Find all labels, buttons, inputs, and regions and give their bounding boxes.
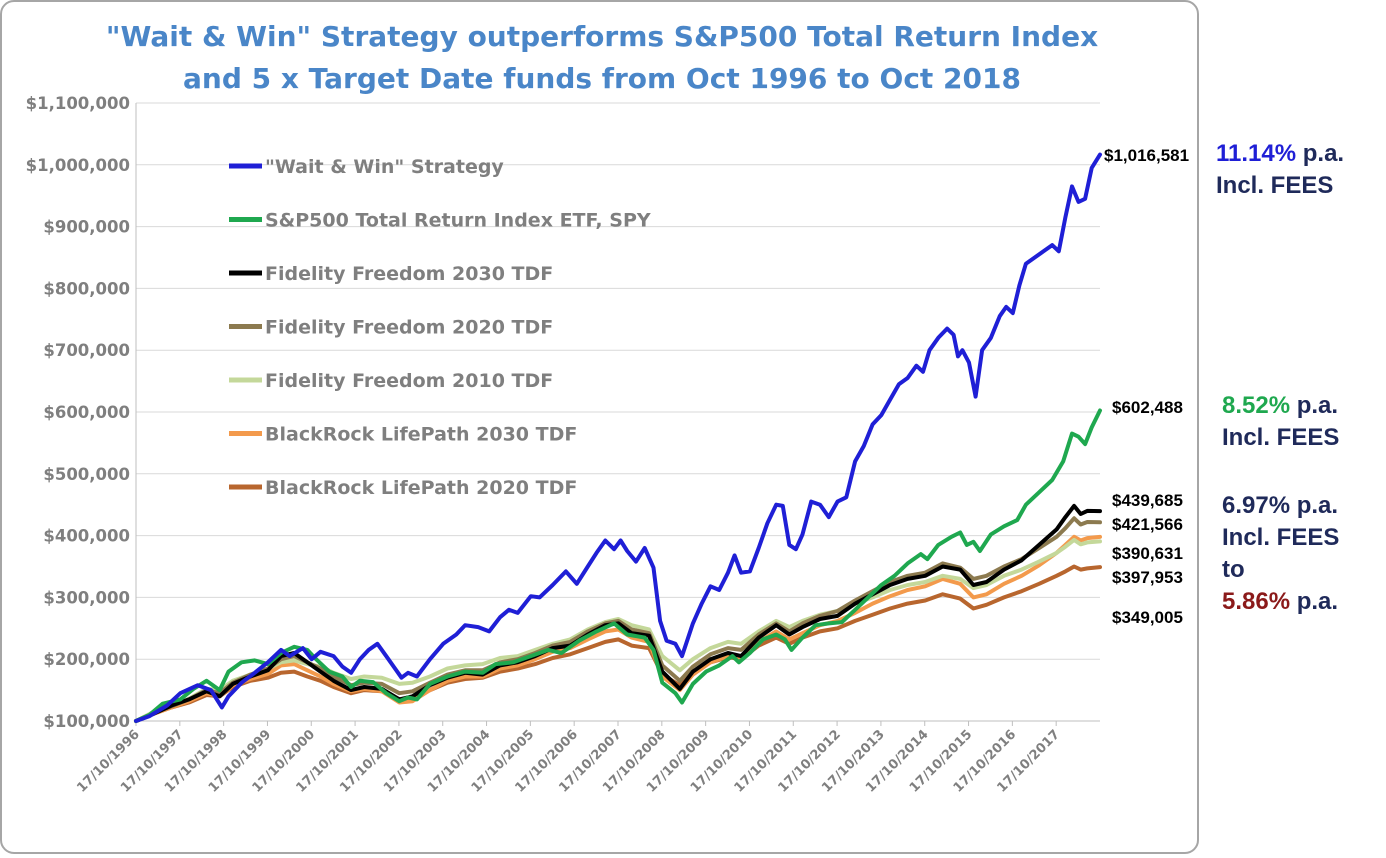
end-value-label: $349,005 <box>1112 608 1183 627</box>
legend: "Wait & Win" Strategy S&P500 Total Return… <box>229 156 651 499</box>
legend-label: Fidelity Freedom 2010 TDF <box>265 370 553 392</box>
green-rate-value: 8.52% <box>1222 392 1291 419</box>
chart-title-line-1: "Wait & Win" Strategy outperforms S&P500… <box>106 20 1098 53</box>
chart-frame <box>0 0 1199 854</box>
y-tick-label: $600,000 <box>43 403 130 422</box>
tdf-rate-high: 6.97% <box>1222 492 1291 519</box>
y-tick-label: $900,000 <box>43 218 130 237</box>
legend-label: BlackRock LifePath 2020 TDF <box>265 477 577 499</box>
y-tick-label: $1,100,000 <box>26 94 130 113</box>
series-line-4 <box>134 537 1102 723</box>
end-value-label: $1,016,581 <box>1104 146 1189 165</box>
end-value-label: $390,631 <box>1112 544 1183 563</box>
legend-label: Fidelity Freedom 2020 TDF <box>265 317 553 339</box>
end-value-label: $602,488 <box>1112 398 1183 417</box>
series-line-6 <box>134 564 1102 723</box>
y-tick-label: $200,000 <box>43 650 130 669</box>
green-rate-suffix: p.a. <box>1290 392 1339 419</box>
y-tick-label: $100,000 <box>43 712 130 731</box>
end-value-labels: $1,016,581 $602,488 $439,685 $421,566 $390,6… <box>1104 146 1189 627</box>
end-value-label: $439,685 <box>1112 491 1183 510</box>
series-line-3 <box>134 516 1102 723</box>
tdf-rate-fees: Incl. FEES <box>1222 524 1340 551</box>
blue-rate-note: 11.14% p.a. Incl. FEES <box>1216 138 1344 202</box>
tdf-rate-to: to <box>1222 556 1245 583</box>
green-rate-fees: Incl. FEES <box>1222 424 1340 451</box>
y-tick-label: $800,000 <box>43 279 130 298</box>
tdf-rate-low-suffix: p.a. <box>1290 588 1339 615</box>
tdf-rate-note: 6.97% p.a. Incl. FEES to 5.86% p.a. <box>1222 490 1339 618</box>
y-tick-label: $400,000 <box>43 527 130 546</box>
series-line-5 <box>134 534 1102 723</box>
blue-rate-value: 11.14% <box>1216 140 1297 167</box>
y-tick-label: $1,000,000 <box>26 156 130 175</box>
series-line-0 <box>134 152 1102 723</box>
y-axis: $100,000 $200,000 $300,000 $400,000 $500,000… <box>26 94 1100 731</box>
green-rate-note: 8.52% p.a. Incl. FEES <box>1222 390 1339 454</box>
chart-title: "Wait & Win" Strategy outperforms S&P500… <box>106 20 1098 95</box>
series-line-2 <box>134 503 1102 723</box>
series-line-1 <box>134 408 1102 723</box>
y-tick-label: $300,000 <box>43 588 130 607</box>
legend-label: S&P500 Total Return Index ETF, SPY <box>265 210 651 232</box>
tdf-rate-high-suffix: p.a. <box>1290 492 1339 519</box>
x-axis: 17/10/199617/10/199717/10/199817/10/1999… <box>74 721 1063 796</box>
blue-rate-fees: Incl. FEES <box>1216 172 1334 199</box>
legend-label: BlackRock LifePath 2030 TDF <box>265 424 577 446</box>
end-value-label: $421,566 <box>1112 515 1183 534</box>
tdf-rate-low: 5.86% <box>1222 588 1291 615</box>
end-value-label: $397,953 <box>1112 568 1183 587</box>
legend-label: Fidelity Freedom 2030 TDF <box>265 263 553 285</box>
chart-title-line-2: and 5 x Target Date funds from Oct 1996 … <box>183 62 1021 95</box>
y-tick-label: $500,000 <box>43 465 130 484</box>
y-tick-label: $700,000 <box>43 341 130 360</box>
legend-label: "Wait & Win" Strategy <box>265 156 504 178</box>
blue-rate-suffix: p.a. <box>1296 140 1345 167</box>
series-lines <box>134 152 1102 723</box>
